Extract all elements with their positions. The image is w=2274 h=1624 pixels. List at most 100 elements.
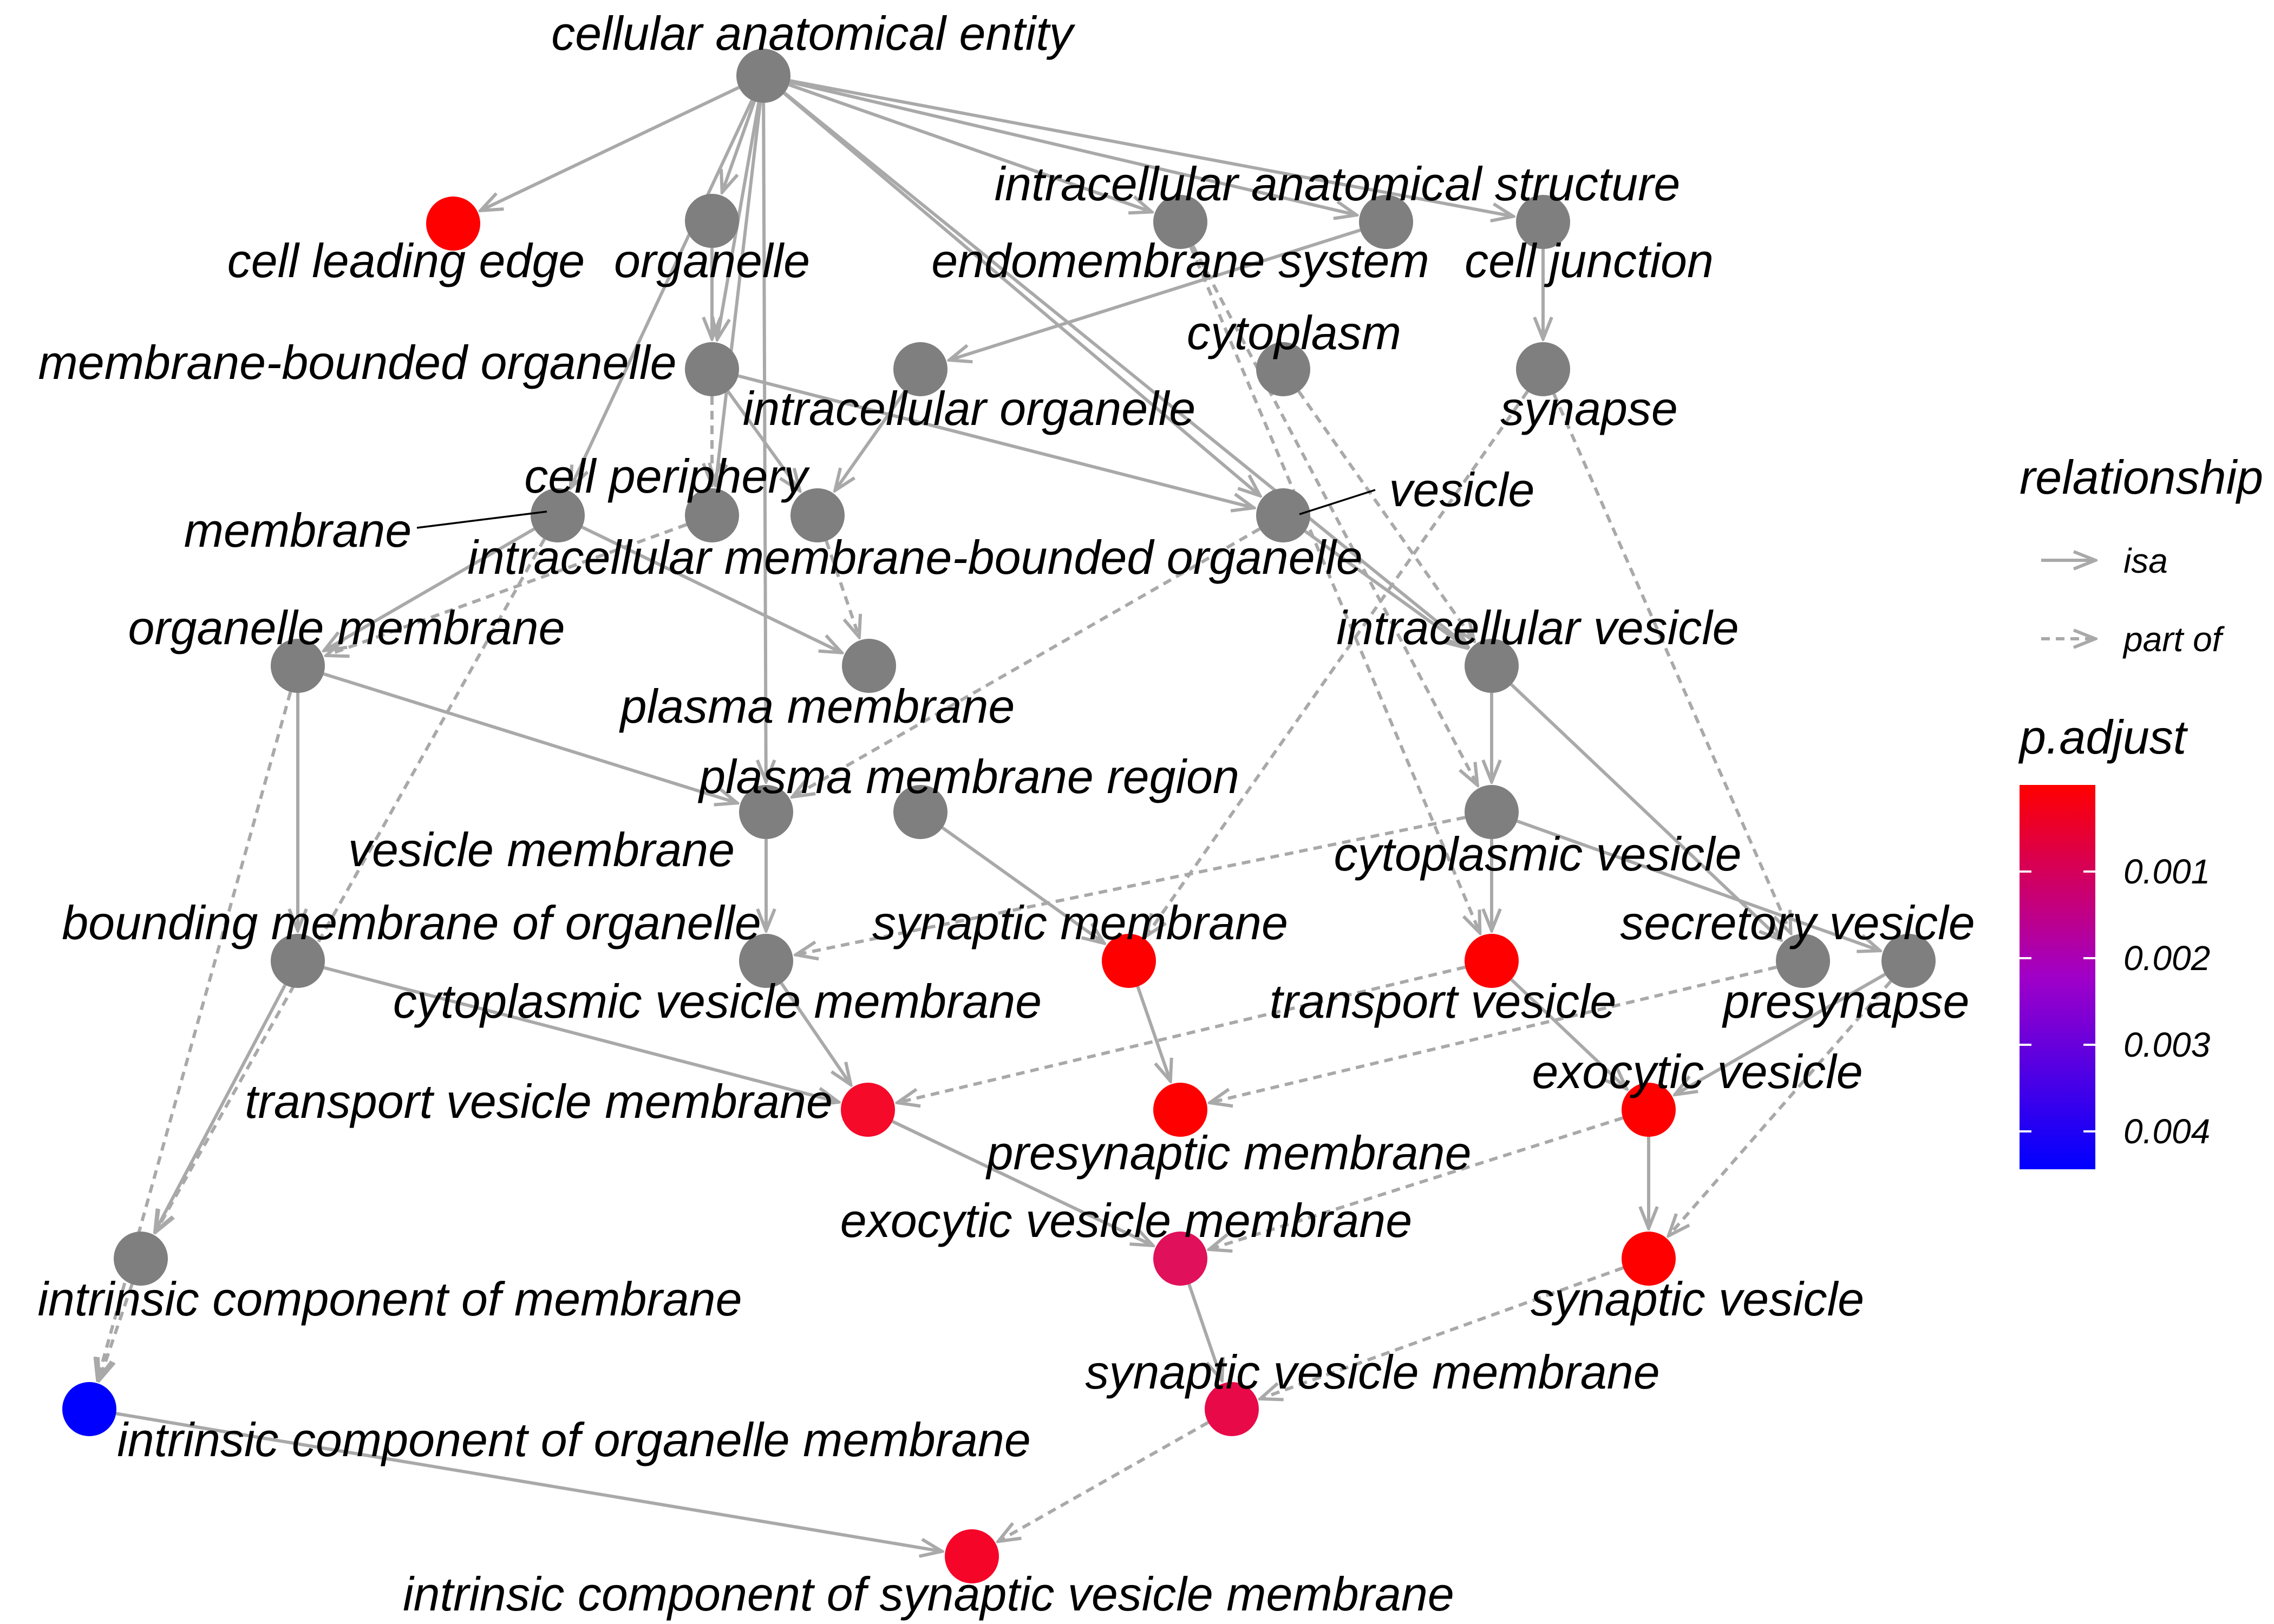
node-label-ves: vesicle <box>1389 463 1535 516</box>
edge-cae-ias <box>789 80 1357 215</box>
node-pre <box>1881 934 1936 988</box>
node-org <box>685 194 739 248</box>
node-label-sv: secretory vesicle <box>1620 896 1975 949</box>
edge-icom-icsvm <box>115 1412 942 1551</box>
edge-evm-svm <box>1187 1284 1222 1380</box>
edge-ves-iv <box>1304 529 1467 648</box>
node-label-bmo: bounding membrane of organelle <box>62 896 761 949</box>
edge-cae-cj <box>789 79 1513 216</box>
edge-pre-ev <box>1675 973 1886 1095</box>
edge-ems-tv <box>1189 246 1480 933</box>
node-cae <box>736 49 790 103</box>
legend-isa-label: isa <box>2123 541 2168 580</box>
node-label-cle: cell leading edge <box>227 234 585 287</box>
node-label-org: organelle <box>614 234 810 287</box>
node-label-cvm: cytoplasmic vesicle membrane <box>393 974 1042 1028</box>
edge-syn-sv <box>1552 393 1791 933</box>
node-label-cae: cellular anatomical entity <box>551 6 1076 60</box>
edge-tvm-evm <box>891 1119 1153 1246</box>
node-label-vm: vesicle membrane <box>348 823 735 876</box>
node-label-mbo: membrane-bounded organelle <box>38 336 676 389</box>
node-tv <box>1465 934 1519 988</box>
edge-om-vm <box>323 672 737 803</box>
edges-layer <box>97 79 1892 1551</box>
legend-padjust-title: p.adjust <box>2018 710 2188 764</box>
node-vm <box>739 785 793 839</box>
node-io <box>893 342 948 396</box>
edge-cvm-tvm <box>780 982 851 1084</box>
node-om <box>271 639 325 693</box>
node-iv <box>1465 639 1519 693</box>
edge-cae-org <box>722 101 756 192</box>
edge-cv-pre <box>1517 819 1880 951</box>
node-bmo <box>271 934 325 988</box>
edge-cae-iv <box>783 91 1468 646</box>
edge-cae-cp <box>716 102 762 486</box>
edge-cp-om <box>326 523 688 656</box>
node-label-io: intracellular organelle <box>743 382 1195 435</box>
colorbar-tick-label: 0.003 <box>2123 1025 2211 1064</box>
labels-layer: cellular anatomical entity cell leading e… <box>37 6 1975 1621</box>
edge-om-icom <box>97 691 292 1380</box>
node-label-cp: cell periphery <box>524 449 810 503</box>
node-label-mem: membrane <box>184 503 412 557</box>
node-label-ems: endomembrane system <box>931 234 1429 287</box>
edge-cv-cvm <box>796 816 1466 955</box>
node-synv <box>1622 1232 1676 1286</box>
nodes-layer <box>62 49 1936 1583</box>
node-prm <box>1153 1083 1207 1137</box>
edge-tv-ev <box>1510 978 1626 1089</box>
node-label-imbo: intracellular membrane-bounded organelle <box>467 531 1362 584</box>
node-imbo <box>790 488 845 542</box>
node-label-icom: intrinsic component of organelle membran… <box>117 1413 1031 1466</box>
edge-iv-sv <box>1510 683 1781 940</box>
node-syn <box>1516 342 1570 396</box>
edge-pre-synv <box>1669 980 1892 1236</box>
colorbar-tick-label: 0.002 <box>2123 939 2210 978</box>
edge-svm-icsvm <box>998 1421 1209 1542</box>
legend-part-of-label: part of <box>2122 620 2225 659</box>
node-label-cv: cytoplasmic vesicle <box>1334 827 1741 881</box>
edge-bmo-icm <box>155 984 287 1232</box>
node-label-sm: synaptic membrane <box>872 896 1288 949</box>
edge-icm-icom <box>99 1284 134 1380</box>
node-label-cj: cell junction <box>1465 234 1714 287</box>
node-icom <box>62 1382 116 1436</box>
edge-ves-vm <box>793 527 1261 797</box>
edge-syn-sm <box>1146 390 1529 936</box>
node-ems <box>1153 195 1207 249</box>
node-label-iv: intracellular vesicle <box>1336 601 1739 654</box>
edge-cyt-iv <box>1297 390 1474 641</box>
node-label-pre: presynapse <box>1722 974 1970 1028</box>
node-label-icsvm: intrinsic component of synaptic vesicle … <box>403 1567 1454 1621</box>
edge-cae-ems <box>788 83 1152 212</box>
node-cle <box>426 197 480 251</box>
edge-mbo-imbo <box>726 390 800 491</box>
edge-sv-prm <box>1210 965 1778 1103</box>
edge-sm-prm <box>1136 986 1170 1081</box>
node-sv <box>1776 934 1830 988</box>
vesicle-leader-line <box>1299 489 1376 515</box>
node-label-ev: exocytic vesicle <box>1532 1045 1863 1098</box>
edge-mbo-ves <box>737 374 1253 508</box>
node-icm <box>114 1232 168 1286</box>
node-cp <box>685 488 739 542</box>
node-cv <box>1465 785 1519 839</box>
node-mbo <box>685 342 739 396</box>
colorbar-tick-label: 0.001 <box>2123 852 2210 891</box>
node-label-evm: exocytic vesicle membrane <box>840 1194 1412 1247</box>
node-tvm <box>841 1083 895 1137</box>
edge-bmo-tvm <box>323 966 838 1102</box>
node-label-cyt: cytoplasm <box>1187 306 1401 359</box>
node-pm <box>842 639 896 693</box>
legend-relationship-title: relationship <box>2020 450 2263 504</box>
edge-synv-svm <box>1260 1266 1624 1399</box>
edge-mem-om <box>324 527 535 651</box>
node-sm <box>1102 934 1156 988</box>
colorbar <box>2020 785 2095 1169</box>
node-ves <box>1256 488 1310 542</box>
node-label-om: organelle membrane <box>128 601 565 654</box>
node-label-ias: intracellular anatomical structure <box>995 157 1681 211</box>
node-svm <box>1205 1382 1259 1436</box>
edge-cae-ves <box>783 91 1260 496</box>
